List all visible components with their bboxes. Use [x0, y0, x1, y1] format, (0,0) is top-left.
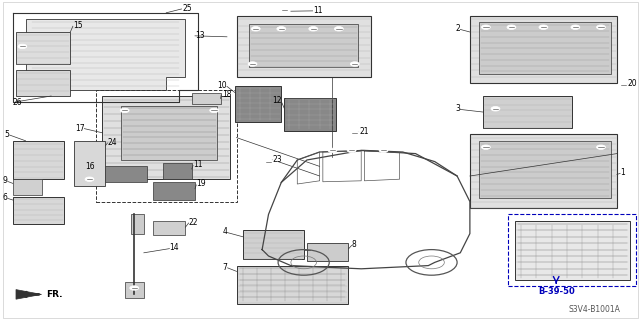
Text: 8: 8 [351, 240, 356, 249]
Text: 1: 1 [620, 168, 625, 177]
Bar [508, 214, 636, 286]
Text: 10: 10 [218, 81, 227, 90]
Circle shape [280, 8, 289, 12]
Circle shape [18, 44, 27, 49]
Bar [16, 32, 70, 64]
Bar [102, 96, 230, 179]
Text: 18: 18 [222, 90, 231, 99]
Text: 16: 16 [85, 162, 95, 171]
Circle shape [379, 148, 388, 153]
Circle shape [350, 131, 359, 135]
Circle shape [619, 83, 628, 87]
Text: 9: 9 [3, 176, 8, 185]
Bar [13, 197, 64, 224]
Text: 11: 11 [193, 160, 203, 169]
Bar [13, 179, 42, 195]
Circle shape [596, 145, 605, 149]
Circle shape [481, 145, 490, 149]
Bar [74, 141, 106, 186]
Bar [515, 221, 630, 280]
Circle shape [491, 107, 500, 111]
Circle shape [539, 25, 548, 29]
Bar [237, 266, 348, 304]
Circle shape [248, 62, 257, 66]
Text: 6: 6 [3, 193, 8, 202]
Text: S3V4-B1001A: S3V4-B1001A [568, 305, 620, 314]
Text: 19: 19 [196, 180, 206, 188]
Bar [154, 221, 186, 235]
Circle shape [507, 25, 516, 29]
Text: 15: 15 [74, 21, 83, 30]
Text: 5: 5 [4, 130, 10, 139]
Bar [236, 86, 282, 122]
Circle shape [334, 27, 343, 31]
Circle shape [85, 177, 94, 181]
Circle shape [210, 108, 219, 113]
Bar [285, 98, 335, 131]
Bar [163, 163, 192, 179]
Bar [96, 90, 237, 202]
Bar [479, 141, 611, 198]
Text: 3: 3 [456, 104, 460, 113]
Circle shape [277, 27, 286, 31]
Text: 4: 4 [223, 228, 228, 236]
Circle shape [596, 25, 605, 29]
Circle shape [347, 148, 356, 153]
Bar [131, 214, 144, 234]
Bar [102, 166, 147, 182]
Bar [307, 243, 348, 261]
Bar [250, 24, 358, 67]
Polygon shape [26, 19, 186, 90]
Circle shape [308, 27, 317, 31]
Text: 11: 11 [313, 6, 323, 15]
Text: 17: 17 [75, 124, 84, 132]
Circle shape [264, 159, 273, 164]
Text: 20: 20 [628, 79, 637, 88]
Circle shape [328, 148, 337, 153]
Text: 2: 2 [456, 24, 460, 33]
Text: 14: 14 [170, 244, 179, 252]
Polygon shape [16, 290, 42, 299]
Text: 25: 25 [182, 4, 192, 12]
Bar [470, 134, 617, 208]
Text: B-39-50: B-39-50 [538, 287, 575, 296]
Circle shape [481, 25, 490, 29]
Text: 22: 22 [189, 218, 198, 227]
Text: 12: 12 [272, 96, 282, 105]
Bar [125, 282, 144, 298]
Text: FR.: FR. [46, 290, 63, 299]
Circle shape [252, 27, 260, 31]
Circle shape [130, 286, 139, 290]
Circle shape [571, 25, 580, 29]
Bar [192, 93, 221, 104]
Circle shape [350, 62, 359, 66]
Bar [122, 106, 218, 160]
Text: 23: 23 [273, 155, 283, 164]
Text: 13: 13 [195, 31, 205, 40]
Text: 7: 7 [223, 263, 228, 272]
Bar [243, 230, 303, 259]
Bar [479, 22, 611, 74]
Bar [13, 141, 64, 179]
Bar [483, 96, 572, 128]
Text: 21: 21 [359, 127, 369, 136]
Bar [237, 16, 371, 77]
Bar [154, 182, 195, 200]
Circle shape [120, 108, 129, 113]
Text: 26: 26 [13, 98, 22, 107]
Bar [470, 16, 617, 83]
Bar [16, 70, 70, 96]
Text: 24: 24 [108, 138, 117, 147]
